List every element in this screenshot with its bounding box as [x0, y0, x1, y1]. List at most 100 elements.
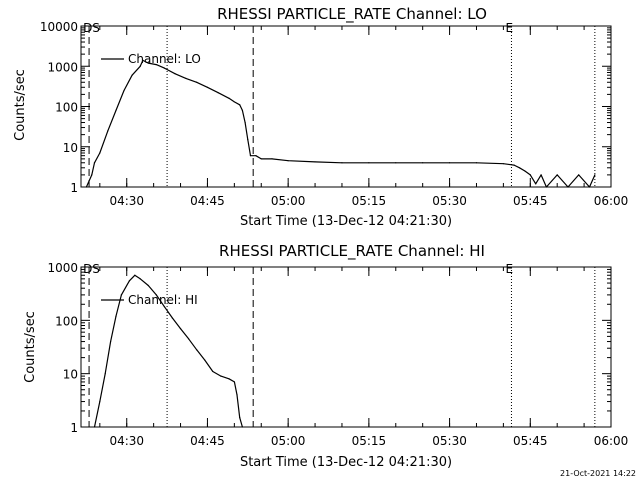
data-point: [244, 121, 246, 124]
data-point: [578, 174, 580, 176]
data-point: [228, 97, 230, 99]
data-point: [260, 158, 262, 160]
data-point: [139, 65, 141, 67]
data-point: [93, 426, 96, 428]
data-point: [206, 86, 209, 88]
data-point: [249, 155, 252, 157]
data-point: [99, 152, 101, 154]
data-point: [171, 317, 174, 319]
x-tick-label: 04:45: [190, 194, 225, 208]
data-point: [196, 349, 198, 351]
data-point: [139, 278, 141, 280]
data-point: [131, 74, 133, 76]
data-point: [128, 280, 131, 282]
event-marker-label: E: [505, 21, 513, 35]
data-point: [107, 130, 109, 132]
legend-label: Channel: HI: [128, 293, 198, 307]
data-point: [236, 394, 238, 396]
data-point: [422, 162, 424, 164]
data-point: [287, 160, 289, 162]
data-point: [212, 370, 214, 373]
data-point: [502, 163, 504, 165]
data-point: [142, 59, 144, 61]
data-point: [123, 89, 125, 92]
series-line: [93, 274, 243, 428]
data-point: [395, 162, 397, 164]
event-markers-hi: DS E: [83, 262, 596, 427]
plot-frame-lo: 1 10 100 1000 10000 04:30 04:45 05:00 05:15 05:30…: [40, 20, 628, 208]
x-tick-label: 04:30: [109, 194, 144, 208]
y-tick-label: 1: [70, 421, 78, 435]
plot-border: [80, 266, 612, 428]
data-point: [155, 63, 157, 66]
chart-title-hi: RHESSI PARTICLE_RATE Channel: HI: [219, 242, 485, 261]
data-point: [448, 162, 451, 164]
data-point: [115, 109, 117, 112]
data-point: [134, 274, 136, 276]
x-tick-label: 05:45: [513, 434, 548, 448]
series-hi: [93, 274, 244, 428]
data-point: [155, 294, 157, 296]
data-point: [196, 81, 198, 83]
x-tick-label: 05:15: [352, 194, 387, 208]
plot-frame-hi: 1 10 100 1000 04:30 04:45 05:00 05:15 05:30 05:45…: [47, 261, 628, 448]
data-point: [239, 417, 241, 419]
data-point: [188, 338, 190, 340]
data-point: [147, 284, 149, 287]
data-point: [529, 174, 531, 176]
data-point: [217, 92, 219, 94]
x-axis-label-lo: Start Time (13-Dec-12 04:21:30): [240, 214, 452, 229]
x-tick-label: 04:45: [190, 434, 225, 448]
data-point: [147, 62, 149, 64]
data-point: [99, 400, 101, 403]
y-axis-label-lo: Counts/sec: [13, 69, 28, 141]
chart-title-lo: RHESSI PARTICLE_RATE Channel: LO: [217, 5, 487, 24]
y-axis-label-hi: Counts/sec: [23, 311, 38, 383]
x-tick-label: 05:15: [352, 434, 387, 448]
x-tick-label: 06:00: [594, 194, 629, 208]
data-point: [239, 104, 241, 106]
data-point: [567, 186, 569, 188]
x-tick-label: 05:45: [513, 194, 548, 208]
data-point: [120, 294, 122, 296]
y-tick-label: 1000: [47, 60, 78, 74]
event-marker-label: DS: [83, 21, 100, 35]
data-point: [255, 155, 257, 157]
data-point: [115, 315, 117, 317]
event-marker-label: DS: [83, 262, 100, 276]
data-point: [93, 162, 96, 164]
data-point: [540, 174, 542, 176]
x-tick-label: 05:00: [271, 194, 306, 208]
data-point: [233, 101, 235, 103]
x-tick-label: 05:30: [432, 194, 467, 208]
panel-hi: RHESSI PARTICLE_RATE Channel: HI Start T…: [23, 242, 628, 470]
data-point: [545, 186, 548, 188]
data-point: [535, 183, 537, 185]
data-point: [524, 170, 526, 172]
data-point: [228, 378, 230, 380]
data-point: [368, 162, 370, 164]
series-lo: [85, 59, 596, 188]
data-point: [174, 73, 176, 75]
y-tick-label: 100: [55, 314, 78, 328]
data-point: [241, 109, 244, 112]
data-point: [163, 306, 166, 308]
data-point: [314, 161, 316, 163]
data-point: [179, 327, 182, 330]
legend-label: Channel: LO: [128, 52, 201, 66]
data-point: [85, 186, 87, 188]
y-tick-label: 10: [63, 141, 78, 155]
x-tick-label: 06:00: [594, 434, 629, 448]
data-point: [163, 67, 166, 69]
data-point: [518, 167, 521, 169]
data-point: [185, 77, 187, 79]
y-tick-label: 100: [55, 101, 78, 115]
x-tick-label: 05:00: [271, 434, 306, 448]
data-point: [233, 381, 235, 383]
data-point: [271, 158, 273, 160]
data-point: [91, 174, 93, 176]
data-point: [104, 373, 106, 375]
y-tick-label: 1: [70, 181, 78, 195]
x-tick-label: 04:30: [109, 434, 144, 448]
